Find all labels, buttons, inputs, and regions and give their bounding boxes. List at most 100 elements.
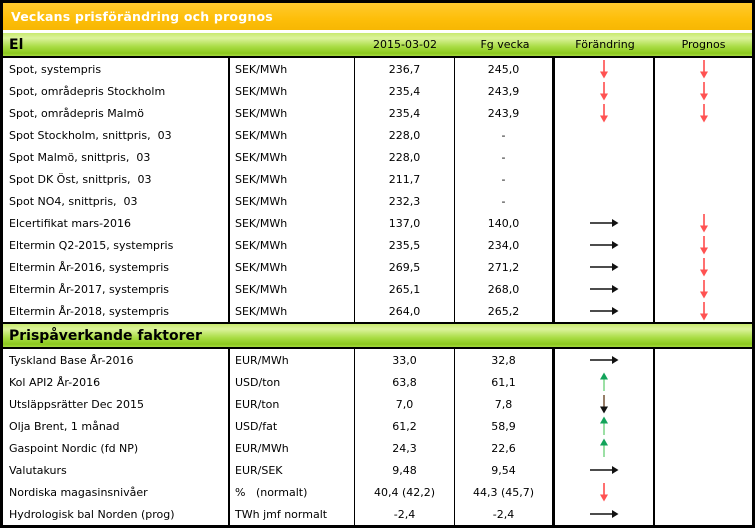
row-current-value: 63,8: [355, 371, 455, 393]
forecast-arrow-cell: [655, 212, 752, 234]
forecast-arrow-cell: [655, 415, 752, 437]
table-row: Spot DK Öst, snittpris, 03 SEK/MWh 211,7…: [3, 168, 752, 190]
row-label: Kol API2 År-2016: [3, 371, 230, 393]
down-red-arrow-icon: [699, 302, 708, 321]
forecast-arrow-cell: [655, 234, 752, 256]
row-label: Spot Malmö, snittpris, 03: [3, 146, 230, 168]
table-row: Kol API2 År-2016 USD/ton 63,8 61,1: [3, 371, 752, 393]
forecast-arrow-cell: [655, 80, 752, 102]
table-row: Gaspoint Nordic (fd NP) EUR/MWh 24,3 22,…: [3, 437, 752, 459]
row-label: Spot Stockholm, snittpris, 03: [3, 124, 230, 146]
section-name-factors: Prispåverkande faktorer: [9, 327, 202, 344]
row-current-value: 61,2: [355, 415, 455, 437]
right-black-arrow-icon: [590, 219, 619, 227]
row-current-value: 137,0: [355, 212, 455, 234]
row-unit: SEK/MWh: [230, 58, 355, 80]
right-black-arrow-icon: [590, 285, 619, 293]
right-black-arrow-icon: [590, 307, 619, 315]
table-row: Eltermin År-2018, systempris SEK/MWh 264…: [3, 300, 752, 322]
row-current-value: 236,7: [355, 58, 455, 80]
row-label: Elcertifikat mars-2016: [3, 212, 230, 234]
row-current-value: 235,4: [355, 80, 455, 102]
row-unit: SEK/MWh: [230, 190, 355, 212]
change-arrow-cell: [555, 459, 655, 481]
change-arrow-cell: [555, 300, 655, 322]
row-label: Spot NO4, snittpris, 03: [3, 190, 230, 212]
table-row: Utsläppsrätter Dec 2015 EUR/ton 7,0 7,8: [3, 393, 752, 415]
row-previous-value: 140,0: [455, 212, 555, 234]
row-label: Spot, områdepris Stockholm: [3, 80, 230, 102]
change-arrow-cell: [555, 234, 655, 256]
row-unit: EUR/ton: [230, 393, 355, 415]
row-current-value: 24,3: [355, 437, 455, 459]
report-title-bar: Veckans prisförändring och prognos: [3, 3, 752, 30]
forecast-arrow-cell: [655, 190, 752, 212]
forecast-arrow-cell: [655, 349, 752, 371]
table-row: Nordiska magasinsnivåer % (normalt) 40,4…: [3, 481, 752, 503]
row-current-value: 235,4: [355, 102, 455, 124]
row-label: Eltermin År-2017, systempris: [3, 278, 230, 300]
row-label: Eltermin År-2018, systempris: [3, 300, 230, 322]
change-arrow-cell: [555, 503, 655, 525]
row-previous-value: 58,9: [455, 415, 555, 437]
row-label: Nordiska magasinsnivåer: [3, 481, 230, 503]
down-red-arrow-icon: [699, 214, 708, 233]
down-red-arrow-icon: [699, 60, 708, 79]
table-row: Valutakurs EUR/SEK 9,48 9,54: [3, 459, 752, 481]
report-title: Veckans prisförändring och prognos: [11, 9, 273, 24]
row-unit: SEK/MWh: [230, 234, 355, 256]
down-red-arrow-icon: [699, 236, 708, 255]
table-row: Elcertifikat mars-2016 SEK/MWh 137,0 140…: [3, 212, 752, 234]
forecast-arrow-cell: [655, 256, 752, 278]
table-row: Spot, systempris SEK/MWh 236,7 245,0: [3, 58, 752, 80]
forecast-arrow-cell: [655, 124, 752, 146]
row-previous-value: 271,2: [455, 256, 555, 278]
table-row: Spot Malmö, snittpris, 03 SEK/MWh 228,0 …: [3, 146, 752, 168]
up-green-arrow-icon: [600, 372, 608, 391]
row-label: Hydrologisk bal Norden (prog): [3, 503, 230, 525]
forecast-arrow-cell: [655, 58, 752, 80]
section-header-factors: Prispåverkande faktorer: [3, 322, 752, 349]
row-current-value: -2,4: [355, 503, 455, 525]
section-rows-el: Spot, systempris SEK/MWh 236,7 245,0 Spo…: [3, 58, 752, 322]
table-row: Hydrologisk bal Norden (prog) TWh jmf no…: [3, 503, 752, 525]
row-current-value: 269,5: [355, 256, 455, 278]
right-black-arrow-icon: [590, 263, 619, 271]
forecast-arrow-cell: [655, 278, 752, 300]
row-current-value: 33,0: [355, 349, 455, 371]
down-red-arrow-icon: [699, 258, 708, 277]
forecast-arrow-cell: [655, 168, 752, 190]
row-previous-value: -: [455, 168, 555, 190]
row-label: Eltermin Q2-2015, systempris: [3, 234, 230, 256]
row-previous-value: 268,0: [455, 278, 555, 300]
down-red-arrow-icon: [699, 104, 708, 123]
row-label: Spot, systempris: [3, 58, 230, 80]
row-current-value: 235,5: [355, 234, 455, 256]
row-previous-value: 44,3 (45,7): [455, 481, 555, 503]
column-header-change: Förändring: [575, 38, 635, 51]
row-unit: USD/ton: [230, 371, 355, 393]
up-green-arrow-icon: [600, 438, 608, 457]
row-previous-value: 243,9: [455, 102, 555, 124]
row-previous-value: 243,9: [455, 80, 555, 102]
section-name-el: El: [9, 36, 24, 53]
row-label: Utsläppsrätter Dec 2015: [3, 393, 230, 415]
table-row: Eltermin År-2017, systempris SEK/MWh 265…: [3, 278, 752, 300]
row-unit: SEK/MWh: [230, 212, 355, 234]
forecast-arrow-cell: [655, 371, 752, 393]
row-unit: EUR/MWh: [230, 349, 355, 371]
row-label: Gaspoint Nordic (fd NP): [3, 437, 230, 459]
row-previous-value: 61,1: [455, 371, 555, 393]
table-row: Tyskland Base År-2016 EUR/MWh 33,0 32,8: [3, 349, 752, 371]
table-row: Spot, områdepris Malmö SEK/MWh 235,4 243…: [3, 102, 752, 124]
change-arrow-cell: [555, 190, 655, 212]
forecast-arrow-cell: [655, 146, 752, 168]
down-red-arrow-icon: [600, 104, 608, 123]
row-unit: % (normalt): [230, 481, 355, 503]
row-label: Spot DK Öst, snittpris, 03: [3, 168, 230, 190]
forecast-arrow-cell: [655, 481, 752, 503]
right-black-arrow-icon: [590, 510, 619, 518]
forecast-arrow-cell: [655, 300, 752, 322]
change-arrow-cell: [555, 481, 655, 503]
